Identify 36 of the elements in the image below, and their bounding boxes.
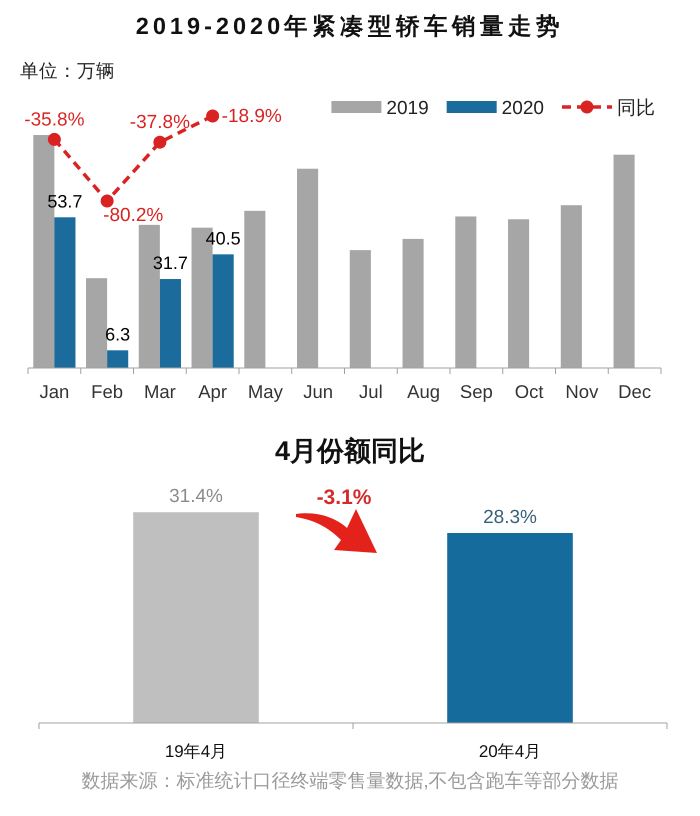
bar <box>54 217 76 368</box>
x-tick-label: Jan <box>39 381 70 402</box>
x-tick-label: Jun <box>303 381 334 402</box>
data-label: 40.5 <box>206 228 241 248</box>
data-label: -35.8% <box>24 109 85 130</box>
x-tick-label: Mar <box>144 381 176 402</box>
y-axis-title: 单位：万辆 <box>20 60 115 81</box>
text: -3.1% <box>316 486 372 509</box>
x-tick-label: Apr <box>198 381 228 402</box>
x-tick-label: Feb <box>91 381 124 402</box>
x-tick-label: Nov <box>565 381 600 402</box>
x-tick-label: 19年4月 <box>164 742 228 761</box>
data-label: 53.7 <box>47 191 82 212</box>
x-tick-label: Dec <box>618 381 652 402</box>
data-label: -80.2% <box>103 205 164 226</box>
legend-label: 2020 <box>502 98 544 119</box>
bar <box>160 279 181 368</box>
x-tick-label: Aug <box>407 381 440 402</box>
bar <box>107 350 128 368</box>
x-tick-label: May <box>248 381 284 402</box>
x-tick-label: 20年4月 <box>478 742 542 761</box>
source-note: 数据来源：标准统计口径终端零售量数据,不包含跑车等部分数据 <box>81 770 619 792</box>
x-tick-label: Oct <box>514 381 544 402</box>
data-label: 31.7 <box>152 253 188 274</box>
data-label: 31.4% <box>169 486 224 508</box>
data-label: 6.3 <box>105 324 130 344</box>
x-tick-label: Jul <box>359 381 383 402</box>
chart-title: 2019-2020年紧凑型轿车销量走势 <box>136 13 564 39</box>
data-label: -18.9% <box>222 106 282 127</box>
data-label: 28.3% <box>483 507 538 528</box>
data-label: -37.8% <box>130 112 190 134</box>
bar <box>212 254 234 368</box>
legend-label: 同比 <box>616 98 655 119</box>
chart-title: 4月份额同比 <box>274 436 426 466</box>
x-tick-label: Sep <box>460 381 493 402</box>
legend-label: 2019 <box>386 98 429 119</box>
